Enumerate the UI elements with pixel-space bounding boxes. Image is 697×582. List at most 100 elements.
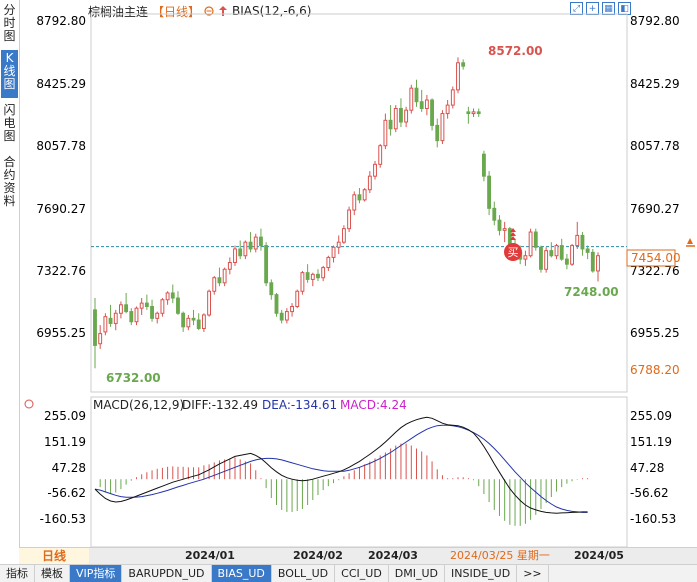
candle-body (559, 245, 564, 260)
macd-y-tick: 255.09 (630, 409, 672, 423)
date-axis-bar: 日线 2024/01 2024/02 2024/03 2024/03/25 星期… (19, 547, 697, 564)
date-label: 2024/02 (293, 549, 343, 562)
macd-y-axis-right: 255.09 151.19 47.28 -56.62 -160.53 (630, 409, 676, 526)
candle-body (419, 101, 424, 109)
tab-lightning[interactable]: 闪电图 (3, 103, 16, 143)
macd-y-tick: 255.09 (44, 409, 86, 423)
y-tick: 6955.25 (630, 326, 680, 340)
tab-template[interactable]: 模板 (35, 565, 70, 582)
macd-y-axis-left: 255.09 151.19 47.28 -56.62 -160.53 (40, 409, 86, 526)
high-label: 8572.00 (488, 44, 543, 58)
main-plot-frame (90, 13, 628, 393)
candle-body (590, 251, 595, 272)
candle-body (544, 250, 549, 270)
candle-body (134, 307, 139, 323)
tab-vip-indicator[interactable]: VIP指标 (70, 565, 123, 582)
candle-body (564, 258, 569, 265)
candle-body (170, 292, 175, 299)
period-label[interactable]: 【日线】 (152, 4, 201, 19)
candle-body (316, 273, 320, 279)
tab-dmi[interactable]: DMI_UD (389, 565, 446, 582)
candle-body (321, 267, 326, 279)
candle-body (326, 256, 331, 269)
candle-body (393, 107, 398, 130)
candle-body (284, 311, 289, 321)
candle-body (248, 241, 253, 250)
candle-body (492, 207, 497, 221)
main-y-axis-right: 8792.80 8425.29 8057.78 7690.27 7322.76 … (630, 14, 680, 377)
tab-kline[interactable]: K线图 (1, 50, 18, 98)
tab-inside[interactable]: INSIDE_UD (445, 565, 518, 582)
date-label: 2024/01 (185, 549, 235, 562)
candle-body (119, 304, 123, 314)
y-tick: 8425.29 (630, 77, 680, 91)
candle-body (222, 268, 227, 284)
tab-timeshare[interactable]: 分时图 (3, 3, 16, 43)
tab-indicator[interactable]: 指标 (0, 565, 35, 582)
dea-line (94, 424, 588, 513)
candle-body (404, 109, 409, 123)
candle-body (373, 163, 377, 177)
candle-body (165, 292, 170, 301)
candle-body (227, 261, 232, 270)
candle-body (300, 272, 305, 292)
buy-text: 买 (508, 246, 519, 259)
y-tick-extra: 6788.20 (630, 363, 680, 377)
candle-body (201, 314, 206, 330)
settings-circle-icon[interactable] (204, 6, 214, 16)
candle-body (150, 306, 154, 319)
y-tick: 7690.27 (36, 202, 86, 216)
candle-body (528, 231, 533, 257)
tab-barupdn[interactable]: BARUPDN_UD (122, 565, 212, 582)
price-chart[interactable]: 8792.80 8425.29 8057.78 7690.27 7322.76 … (0, 0, 697, 547)
candle-body (124, 304, 129, 313)
macd-title: MACD(26,12,9) (93, 398, 184, 412)
price-arrow-icon (687, 238, 693, 244)
price-box-label: 7454.00 (631, 251, 681, 265)
tab-contract-info[interactable]: 合约资料 (3, 155, 16, 208)
candle-body (98, 333, 103, 345)
candle-body (367, 175, 372, 191)
candle-body (269, 282, 274, 296)
low-label: 6732.00 (106, 371, 161, 385)
period-button[interactable]: 日线 (19, 548, 89, 564)
indicator-marker-icon (219, 6, 228, 16)
macd-histogram (99, 443, 589, 526)
buy-circle (504, 243, 522, 261)
y-tick: 7322.76 (630, 264, 680, 278)
candle-body (331, 246, 336, 258)
candle-body (585, 248, 590, 253)
candle-body (430, 99, 434, 126)
y-tick: 6955.25 (36, 326, 86, 340)
candle-body (456, 62, 460, 91)
candle-body (554, 245, 559, 257)
candle-body (305, 272, 310, 280)
tab-cci[interactable]: CCI_UD (335, 565, 389, 582)
macd-settings-icon[interactable] (24, 399, 34, 409)
candle-body (580, 234, 585, 250)
candle-body (347, 209, 352, 230)
more-tabs-button[interactable]: >> (517, 565, 549, 582)
candle-body (502, 228, 507, 231)
y-tick: 7690.27 (630, 202, 680, 216)
candle-body (481, 153, 486, 177)
candle-body (238, 248, 243, 257)
main-y-axis-left: 8792.80 8425.29 8057.78 7690.27 7322.76 … (36, 14, 86, 340)
period-tab-column: 分时图 K线图 闪电图 合约资料 (0, 0, 20, 548)
macd-dea: DEA:-134.61 (262, 398, 337, 412)
date-label: 2024/05 (574, 549, 624, 562)
candle-body (409, 87, 414, 111)
macd-y-tick: 151.19 (630, 435, 672, 449)
candle-body (217, 277, 222, 284)
candle-body (108, 317, 113, 324)
tab-boll[interactable]: BOLL_UD (272, 565, 336, 582)
tab-bias[interactable]: BIAS_UD (211, 565, 272, 582)
candle-body (497, 219, 502, 231)
cursor-date: 2024/03/25 星期一 (450, 549, 550, 562)
candle-body (383, 119, 388, 147)
y-tick: 8792.80 (630, 14, 680, 28)
macd-y-tick: -56.62 (630, 486, 669, 500)
candle-body (113, 312, 118, 324)
y-tick: 8057.78 (36, 139, 86, 153)
buy-signal-marker[interactable]: 买 (504, 228, 522, 261)
